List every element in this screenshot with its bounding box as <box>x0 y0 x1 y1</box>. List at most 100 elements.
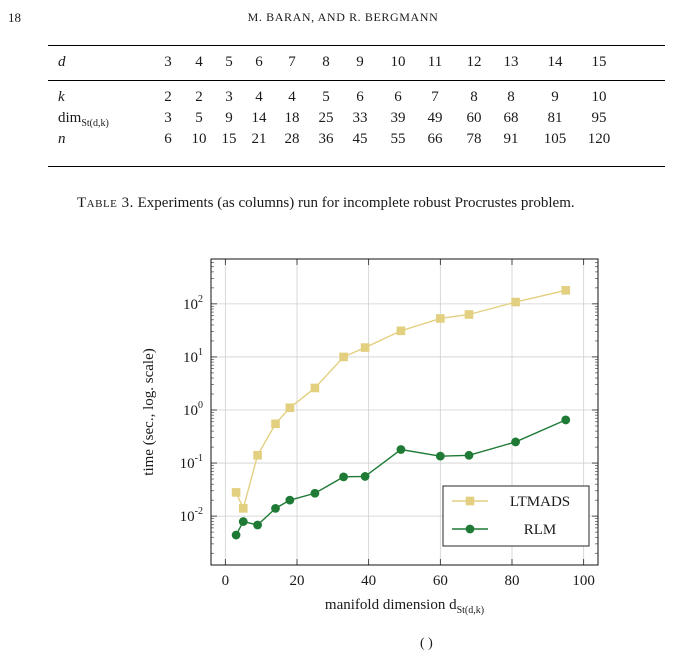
table-cell: 49 <box>427 110 443 126</box>
table-cell: 15 <box>221 131 237 147</box>
legend-label-rlm: RLM <box>524 522 557 538</box>
table-cell: 9 <box>225 110 233 126</box>
data-point-rlm <box>310 488 320 498</box>
x-tick-label: 100 <box>572 573 595 589</box>
table-cell: 91 <box>503 131 519 147</box>
table-cell: 2 <box>195 89 203 105</box>
table-cell: 105 <box>543 131 567 147</box>
data-point-rlm <box>561 415 571 425</box>
table-cell: 9 <box>551 89 559 105</box>
data-point-rlm <box>360 472 370 481</box>
table-top-rule <box>48 45 665 47</box>
y-tick-label: 101 <box>183 347 203 366</box>
series-line-ltmads <box>235 289 566 511</box>
x-tick-label: 20 <box>290 573 305 589</box>
legend: LTMADS RLM <box>442 485 590 547</box>
table-cell: 10 <box>591 89 607 105</box>
data-point-ltmads <box>360 343 370 352</box>
table-cell: 66 <box>427 131 443 147</box>
table-cell: 45 <box>352 131 368 147</box>
x-tick-label: 60 <box>433 573 448 589</box>
table-bottom-rule <box>48 166 665 168</box>
table-cell: 25 <box>318 110 334 126</box>
legend-box <box>442 485 590 547</box>
x-axis-label-main: manifold dimension d <box>325 597 457 613</box>
table-cell: 3 <box>164 110 172 126</box>
y-tick-base: 10 <box>183 297 198 313</box>
data-point-ltmads <box>271 419 280 429</box>
data-point-rlm <box>511 437 520 447</box>
data-point-ltmads <box>561 286 571 295</box>
data-point-rlm <box>253 520 262 530</box>
y-tick-exponent: 1 <box>198 347 203 358</box>
table-cell: 3 <box>225 89 233 105</box>
y-tick-exponent: -1 <box>195 453 203 464</box>
y-tick-label: 102 <box>183 294 203 313</box>
table-cell: 4 <box>288 89 296 105</box>
y-tick-label: 10-1 <box>180 453 203 472</box>
page-number: 18 <box>8 10 21 25</box>
y-tick-label: 100 <box>183 400 203 419</box>
plot-frame <box>210 258 599 566</box>
table-cell: 7 <box>288 54 296 70</box>
table-cell: 39 <box>390 110 406 126</box>
y-tick-exponent: -2 <box>195 506 203 517</box>
table-cell: 13 <box>503 54 519 70</box>
x-tick-label: 0 <box>222 573 230 589</box>
data-point-rlm <box>435 451 445 461</box>
data-point-ltmads <box>231 488 241 497</box>
table-cell: 8 <box>470 89 478 105</box>
y-tick-base: 10 <box>183 350 198 366</box>
table-cell: 28 <box>284 131 300 147</box>
table-cell: 5 <box>195 110 203 126</box>
legend-marker-rlm <box>465 524 475 534</box>
table-row-label: k <box>58 89 65 105</box>
table-cell: 11 <box>427 54 443 70</box>
table-cell: 5 <box>322 89 330 105</box>
table-cell: 2 <box>164 89 172 105</box>
data-point-ltmads <box>436 314 445 323</box>
data-point-rlm <box>339 472 348 482</box>
table-mid-rule <box>48 80 665 81</box>
y-tick-exponent: 0 <box>198 400 203 411</box>
table-cell: 8 <box>322 54 330 70</box>
table-cell: 4 <box>255 89 263 105</box>
table-cell: 6 <box>356 89 364 105</box>
data-point-ltmads <box>285 403 295 413</box>
table-cell: 78 <box>466 131 482 147</box>
table-cell: 68 <box>503 110 519 126</box>
table-row-label: n <box>58 131 66 147</box>
y-tick-label: 10-2 <box>180 506 203 525</box>
data-point-ltmads <box>238 504 248 513</box>
table-row-label: d <box>58 54 66 70</box>
data-point-ltmads <box>396 326 406 336</box>
table-cell: 6 <box>255 54 263 70</box>
table-cell: 18 <box>284 110 300 126</box>
running-head: M. BARAN, AND R. BERGMANN <box>247 10 439 24</box>
x-axis-label: manifold dimension dSt(d,k) <box>325 597 484 616</box>
table-row-label-subscript: St(d,k) <box>81 118 109 129</box>
table-cell: 4 <box>195 54 203 70</box>
x-tick-label: 40 <box>361 573 376 589</box>
table-cell: 5 <box>225 54 233 70</box>
table-cell: 7 <box>431 89 439 105</box>
y-tick-exponent: 2 <box>198 294 203 305</box>
table-cell: 21 <box>251 131 267 147</box>
table-caption-label: Table 3. <box>77 195 134 211</box>
table-cell: 55 <box>390 131 406 147</box>
y-tick-base: 10 <box>180 456 195 472</box>
data-point-rlm <box>464 450 474 460</box>
table-cell: 14 <box>251 110 267 126</box>
data-point-rlm <box>285 495 295 505</box>
legend-marker-ltmads <box>465 496 475 506</box>
data-point-ltmads <box>310 383 320 393</box>
table-cell: 36 <box>318 131 334 147</box>
legend-label-ltmads: LTMADS <box>510 494 570 510</box>
table-cell: 10 <box>191 131 207 147</box>
data-point-ltmads <box>511 297 520 307</box>
table-caption-text: Experiments (as columns) run for incompl… <box>137 195 575 211</box>
table-cell: 8 <box>507 89 515 105</box>
table-cell: 3 <box>164 54 172 70</box>
data-point-ltmads <box>464 310 474 319</box>
